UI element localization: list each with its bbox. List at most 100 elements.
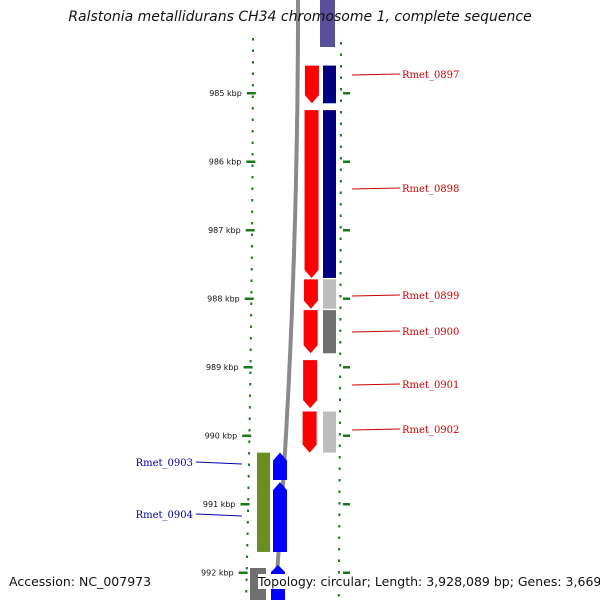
accession-text: Accession: NC_007973 — [9, 574, 152, 589]
outer-tick — [343, 297, 350, 300]
gc-dot — [250, 245, 253, 248]
scale-tick — [238, 571, 248, 574]
gc-dot — [249, 383, 252, 386]
skew-dot — [339, 352, 342, 355]
skew-dot — [339, 65, 342, 68]
scale-tick — [246, 160, 256, 163]
scale-tick — [244, 297, 254, 300]
gc-dot — [248, 417, 251, 420]
skew-dot — [338, 502, 341, 505]
gc-dot — [246, 521, 249, 524]
gc-dot — [248, 406, 251, 409]
skew-dot — [339, 329, 342, 332]
gc-dot — [251, 107, 254, 110]
gc-dot — [248, 452, 251, 455]
gene-label-rmet_0903: Rmet_0903 — [136, 458, 193, 469]
skew-dot — [339, 53, 342, 56]
gc-dot — [246, 544, 249, 547]
skew-dot — [338, 548, 341, 551]
gc-dot — [250, 279, 253, 282]
skew-dot — [339, 387, 342, 390]
skew-dot — [339, 283, 342, 286]
gc-dot — [245, 590, 248, 593]
gc-dot — [248, 440, 251, 443]
skew-dot — [339, 145, 342, 148]
label-leader — [351, 294, 401, 297]
outer-tick — [343, 229, 350, 232]
gene-label-rmet_0898: Rmet_0898 — [402, 184, 459, 195]
skew-dot — [338, 536, 341, 539]
sequence-stats: Topology: circular; Length: 3,928,089 bp… — [258, 574, 600, 589]
gc-dot — [250, 233, 253, 236]
gc-dot — [247, 463, 250, 466]
skew-dot — [339, 180, 342, 183]
gc-dot — [247, 486, 250, 489]
gc-dot — [251, 38, 254, 41]
outer-tick — [343, 160, 350, 163]
outer-tick — [343, 366, 350, 369]
reverse-cds-arrow — [304, 110, 319, 278]
gene-label-rmet_0897: Rmet_0897 — [402, 70, 459, 81]
gc-dot — [246, 555, 249, 558]
skew-dot — [338, 433, 341, 436]
gc-dot — [251, 153, 254, 156]
gc-dot — [249, 337, 252, 340]
gc-dot — [249, 394, 252, 397]
cog-block — [323, 411, 336, 453]
scale-tick-label: 989 kbp — [206, 363, 239, 372]
skew-dot — [338, 479, 341, 482]
skew-dot — [339, 122, 342, 125]
reverse-cds-arrow — [303, 310, 318, 354]
gc-dot — [250, 291, 253, 294]
scale-tick-label: 990 kbp — [205, 432, 238, 441]
skew-dot — [338, 525, 341, 528]
skew-dot — [339, 364, 342, 367]
skew-dot — [339, 260, 342, 263]
skew-dot — [338, 410, 341, 413]
gene-label-rmet_0900: Rmet_0900 — [402, 327, 459, 338]
label-leader — [351, 428, 401, 431]
map-title: Ralstonia metallidurans CH34 chromosome … — [68, 9, 532, 25]
skew-dot — [339, 168, 342, 171]
skew-dot — [338, 421, 341, 424]
skew-dot — [337, 571, 340, 574]
skew-dot — [339, 237, 342, 240]
gc-dot — [247, 509, 250, 512]
gc-dot — [245, 567, 248, 570]
skew-dot — [337, 594, 340, 597]
label-leader — [351, 383, 401, 386]
gene-label-rmet_0902: Rmet_0902 — [402, 425, 459, 436]
label-leader — [195, 461, 243, 465]
forward-cds-arrow — [273, 452, 287, 481]
scale-ticks: 985 kbp 986 kbp 987 kbp 988 kbp 989 kbp 990 k… — [201, 89, 350, 578]
outer-tick — [343, 503, 350, 506]
feature-track — [250, 0, 336, 600]
gene-label-rmet_0901: Rmet_0901 — [402, 380, 459, 391]
reverse-cds-arrow — [302, 411, 317, 453]
skew-dot — [338, 456, 341, 459]
scale-tick-label: 992 kbp — [201, 569, 234, 578]
scale-tick-label: 985 kbp — [209, 89, 242, 98]
skew-dot — [339, 99, 342, 102]
gc-dot — [251, 118, 254, 121]
scale-tick-label: 986 kbp — [209, 158, 242, 167]
outer-tick — [343, 434, 350, 437]
skew-dot — [338, 490, 341, 493]
gc-dot — [250, 268, 253, 271]
scale-tick — [240, 503, 250, 506]
gc-dot — [251, 199, 254, 202]
scale-tick-label: 991 kbp — [203, 500, 236, 509]
gc-dot — [249, 325, 252, 328]
gc-dot — [251, 49, 254, 52]
scale-tick — [245, 229, 255, 232]
skew-dot — [339, 375, 342, 378]
gc-dot — [251, 130, 254, 133]
skew-dot — [339, 88, 342, 91]
skew-dot — [339, 318, 342, 321]
label-leader — [351, 187, 401, 190]
label-leader — [351, 330, 401, 333]
skew-dot — [338, 559, 341, 562]
gc-dot — [249, 371, 252, 374]
outer-tick — [343, 571, 350, 574]
